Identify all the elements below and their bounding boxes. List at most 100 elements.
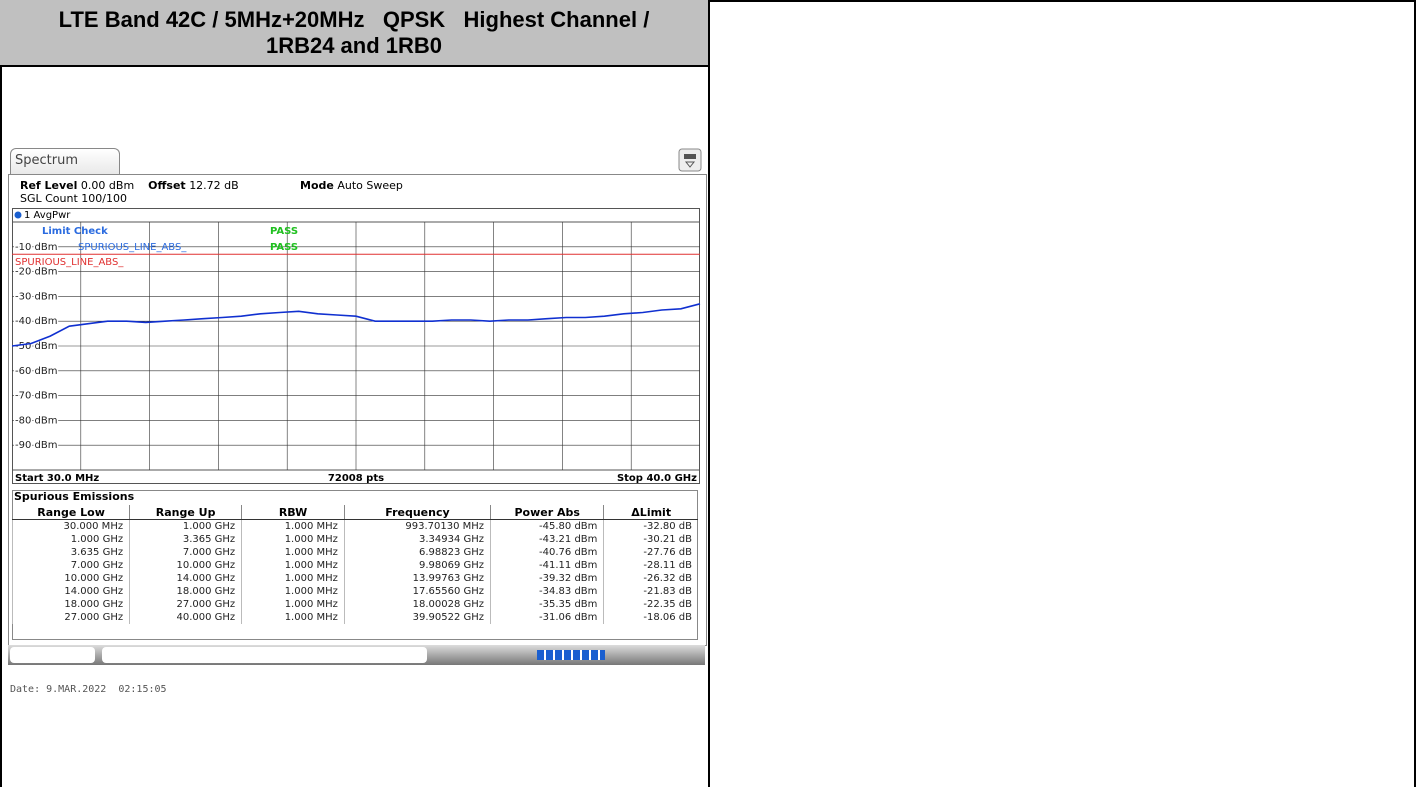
y-tick-label: -90 dBm (15, 440, 57, 451)
table-cell: -18.06 dB (603, 611, 698, 624)
y-tick-label: -30 dBm (15, 291, 57, 302)
table-cell: 7.000 GHz (11, 559, 130, 572)
table-row: 18.000 GHz 27.000 GHz 1.000 MHz 18.00028 GH… (11, 598, 698, 611)
ref-level-line: Ref Level 0.00 dBm Offset 12.72 dB (20, 179, 239, 192)
table-cell: -45.80 dBm (490, 519, 604, 533)
table-cell: 3.635 GHz (11, 546, 130, 559)
table-cell: -32.80 dB (603, 519, 698, 533)
table-cell: 10.000 GHz (129, 559, 242, 572)
table-row: 1.000 GHz 3.365 GHz 1.000 MHz 3.34934 GHz -4… (11, 533, 698, 546)
pass: PASS (270, 226, 298, 237)
table-cell: -39.32 dBm (490, 572, 604, 585)
status-field (102, 647, 427, 663)
table-cell: 18.000 GHz (11, 598, 130, 611)
points: 72008 pts (328, 473, 384, 484)
trace (12, 303, 701, 347)
table-cell: 1.000 MHz (241, 585, 345, 598)
tab[interactable]: Spectrum (10, 148, 120, 175)
date: Date: 9.MAR.2022 02:15:05 (10, 684, 167, 695)
table-cell: 27.000 GHz (129, 598, 242, 611)
table-cell: -31.06 dBm (490, 611, 604, 624)
table-cell: 40.000 GHz (129, 611, 242, 624)
column-header: Range Low (11, 505, 130, 520)
table-cell: -40.76 dBm (490, 546, 604, 559)
table-cell: -22.35 dB (603, 598, 698, 611)
mode: Auto Sweep (337, 179, 403, 192)
column-header: Frequency (343, 505, 491, 520)
table-row: 27.000 GHz 40.000 GHz 1.000 MHz 39.90522 GH… (11, 611, 698, 624)
limit-label: SPURIOUS_LINE_ABS_ (15, 257, 124, 268)
limit-name: SPURIOUS_LINE_ABS_ (78, 242, 187, 253)
table-cell: 3.34934 GHz (343, 533, 491, 546)
table-cell: 18.000 GHz (129, 585, 242, 598)
column-header: ΔLimit (603, 505, 698, 520)
table-cell: 1.000 MHz (241, 559, 345, 572)
trace-label: 1 AvgPwr (24, 210, 71, 221)
table-cell: 1.000 MHz (241, 546, 345, 559)
y-tick-label: -10 dBm (15, 242, 57, 253)
y-tick-label: -50 dBm (15, 341, 57, 352)
table-row: 10.000 GHz 14.000 GHz 1.000 MHz 13.99763 GH… (11, 572, 698, 585)
table-cell: 1.000 GHz (11, 533, 130, 546)
mode-line: Mode Auto Sweep (300, 179, 403, 192)
table-cell: -28.11 dB (603, 559, 698, 572)
table-cell: 1.000 MHz (241, 533, 345, 546)
spectrum-plot: 1 AvgPwr -10 dBm -20 dBm -30 dBm -40 dBm -50 … (12, 208, 701, 484)
table-cell: 17.65560 GHz (343, 585, 491, 598)
table-cell: 10.000 GHz (11, 572, 130, 585)
table-cell: -41.11 dBm (490, 559, 604, 572)
spurious-table: Range Low Range Up RBW Frequency Power Abs ΔL… (11, 505, 698, 624)
column-header: RBW (241, 505, 345, 520)
pass: PASS (270, 242, 298, 253)
table-cell: 1.000 MHz (241, 572, 345, 585)
y-tick-label: -80 dBm (15, 415, 57, 426)
progress (537, 650, 605, 660)
table-row: 30.000 MHz 1.000 GHz 1.000 MHz 993.70130 MH… (11, 519, 698, 533)
limit-check: Limit Check (42, 226, 108, 237)
table-cell: 14.000 GHz (129, 572, 242, 585)
status-field (10, 647, 95, 663)
table-cell: 1.000 MHz (241, 519, 345, 533)
sgl-count: SGL Count 100/100 (20, 192, 127, 205)
table-cell: 27.000 GHz (11, 611, 130, 624)
table-cell: 3.365 GHz (129, 533, 242, 546)
table-cell: -35.35 dBm (490, 598, 604, 611)
table-cell: 1.000 MHz (241, 598, 345, 611)
mode-label: Mode (300, 179, 334, 192)
table-cell: 18.00028 GHz (343, 598, 491, 611)
header-row: Range Low Range Up RBW Frequency Power Abs ΔL… (11, 505, 698, 520)
table-title: Spurious Emissions (14, 490, 135, 503)
table-cell: 14.000 GHz (11, 585, 130, 598)
table-row: 7.000 GHz 10.000 GHz 1.000 MHz 9.98069 GHz -… (11, 559, 698, 572)
table-cell: 993.70130 MHz (343, 519, 491, 533)
table-cell: 9.98069 GHz (343, 559, 491, 572)
start: Start 30.0 MHz (15, 473, 99, 484)
column-header: Range Up (129, 505, 242, 520)
table-cell: 39.90522 GHz (343, 611, 491, 624)
menu-icon[interactable] (678, 148, 702, 172)
title: LTE Band 42C / 5MHz+20MHz QPSK Highest C… (58, 6, 656, 58)
left-cell (708, 0, 710, 787)
table-row: 14.000 GHz 18.000 GHz 1.000 MHz 17.65560 GH… (11, 585, 698, 598)
table-cell: -26.32 dB (603, 572, 698, 585)
stop: Stop 40.0 GHz (617, 473, 697, 484)
y-tick-label: -60 dBm (15, 366, 57, 377)
y-tick-label: -40 dBm (15, 316, 57, 327)
table-cell: 30.000 MHz (11, 519, 130, 533)
offset-label: Offset (148, 179, 186, 192)
table-cell: 13.99763 GHz (343, 572, 491, 585)
table-cell: -30.21 dB (603, 533, 698, 546)
table-cell: 7.000 GHz (129, 546, 242, 559)
trace-dot (14, 211, 22, 219)
ref-level: 0.00 dBm (80, 179, 135, 192)
table-cell: 1.000 GHz (129, 519, 242, 533)
table-cell: -43.21 dBm (490, 533, 604, 546)
table-cell: -27.76 dB (603, 546, 698, 559)
column-header: Power Abs (490, 505, 604, 520)
table-cell: -21.83 dB (603, 585, 698, 598)
offset: 12.72 dB (189, 179, 239, 192)
table-row: 3.635 GHz 7.000 GHz 1.000 MHz 6.98823 GHz -4… (11, 546, 698, 559)
header-cell: LTE Band 42C / 5MHz+20MHz QPSK Highest C… (0, 0, 708, 67)
table-cell: -34.83 dBm (490, 585, 604, 598)
